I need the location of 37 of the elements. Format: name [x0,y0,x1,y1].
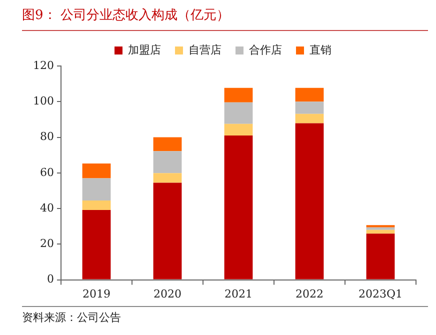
bar [366,230,395,234]
bar [153,137,182,152]
bar [224,135,253,280]
legend-label: 加盟店 [128,43,161,56]
text: 资料来源：公司公告 [22,306,428,325]
bar [153,173,182,183]
bar [82,163,111,178]
x-tick-label: 2019 [82,287,110,300]
x-tick-label: 2020 [153,287,182,300]
bar [224,88,253,102]
legend-label: 合作店 [249,43,282,56]
y-tick-label: 40 [40,201,54,214]
bar [295,123,324,280]
y-tick-label: 120 [32,58,54,72]
bar [82,200,111,210]
y-tick-label: 100 [32,94,54,108]
bar [295,102,324,114]
y-tick-label: 80 [40,130,54,144]
x-tick-label: 2023Q1 [358,287,403,300]
bar [153,182,182,280]
bar [153,151,182,174]
bar [295,88,324,102]
bar [82,210,111,280]
x-tick-label: 2021 [224,287,252,300]
bar [82,178,111,201]
bar [366,227,395,230]
legend-label: 自营店 [188,43,222,56]
bar [295,114,324,124]
bar [366,234,395,280]
y-tick-label: 60 [40,166,54,179]
bar [224,102,253,124]
bar [224,124,253,136]
x-tick-label: 2022 [296,287,324,300]
y-tick-label: 0 [46,272,54,286]
chart-title: 图9： 公司分业态收入构成（亿元） [22,6,428,31]
legend-label: 直销 [310,43,332,56]
y-tick-label: 20 [40,237,54,250]
